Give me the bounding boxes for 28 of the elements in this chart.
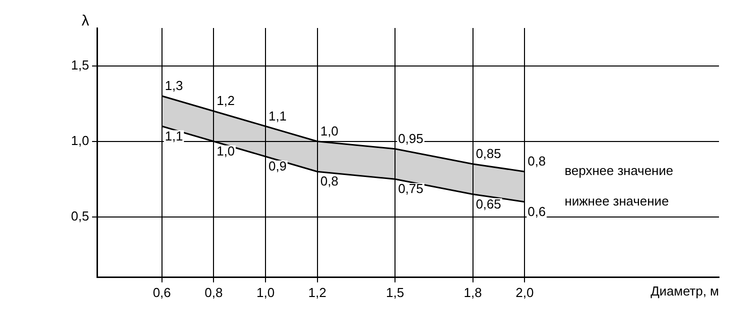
text: верхнее значение: [564, 163, 674, 178]
data-label: 0,9: [268, 158, 287, 174]
data-label: 1,0: [216, 143, 235, 158]
x-tick-label: 1,2: [308, 284, 326, 300]
data-label: 0,85: [476, 146, 502, 162]
x-tick-label: 0,8: [204, 284, 223, 300]
data-label: 1,2: [216, 93, 235, 108]
y-tick-label: 0,5: [70, 208, 90, 224]
x-tick-label: 0,6: [152, 284, 171, 300]
data-label: 0,6: [528, 204, 546, 219]
y-axis-title: λ: [82, 12, 90, 30]
y-tick-label: 1,5: [70, 57, 90, 72]
data-label: 0,8: [528, 154, 546, 169]
x-tick-label: 2,0: [516, 284, 534, 300]
data-label: 1,3: [164, 78, 183, 94]
y-tick-label: 1,0: [70, 132, 90, 148]
x-tick-label: 1,5: [386, 284, 404, 300]
text: нижнее значение: [564, 193, 669, 208]
data-label: 1,1: [164, 128, 183, 144]
data-label: 0,8: [320, 174, 338, 189]
x-tick-label: 1,8: [464, 284, 482, 300]
data-label: 0,65: [476, 196, 502, 212]
x-axis-title: Диаметр, м: [650, 283, 720, 298]
x-tick-label: 1,0: [256, 284, 275, 300]
data-label: 1,0: [320, 123, 338, 138]
data-label: 1,1: [268, 108, 287, 124]
data-label: 0,75: [398, 181, 424, 196]
data-label: 0,95: [398, 131, 424, 146]
